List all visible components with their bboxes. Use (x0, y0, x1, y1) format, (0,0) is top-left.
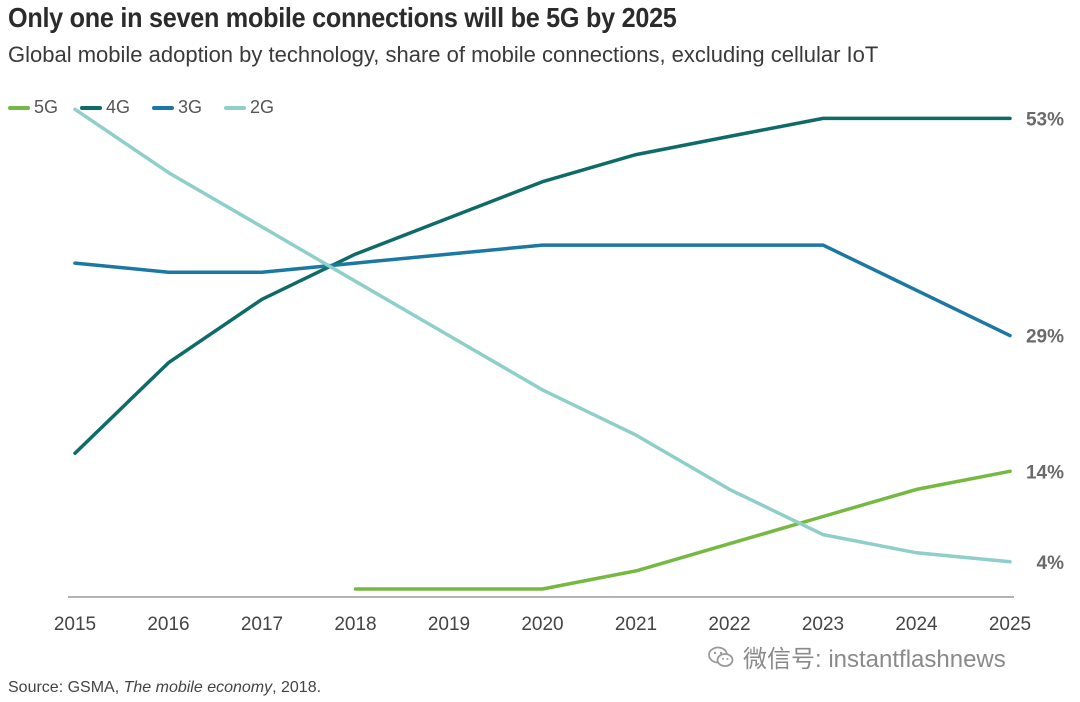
watermark: 微信号: instantflashnews (707, 639, 1006, 674)
legend-swatch-4g (80, 105, 103, 110)
legend-swatch-3g (152, 105, 175, 110)
x-tick-label-2024: 2024 (895, 614, 938, 635)
end-label-4g: 53% (1026, 109, 1064, 130)
legend-item-2g: 2G (224, 97, 274, 118)
x-tick-label-2023: 2023 (802, 614, 844, 635)
legend-item-5g: 5G (8, 97, 58, 118)
end-label-3g: 29% (1026, 327, 1064, 348)
source-suffix: , 2018. (272, 679, 322, 696)
series-line-5g (353, 469, 1012, 591)
series-line-3g (73, 243, 1012, 338)
chart-title: Only one in seven mobile connections wil… (8, 2, 677, 33)
legend-label-3g: 3G (178, 97, 203, 117)
x-tick-label-2018: 2018 (334, 614, 376, 635)
x-tick-label-2020: 2020 (521, 614, 563, 635)
x-tick-label-2015: 2015 (54, 614, 96, 635)
legend: 5G 4G 3G 2G (8, 97, 274, 118)
legend-item-4g: 4G (80, 97, 130, 118)
watermark-text: 微信号: instantflashnews (743, 646, 1006, 673)
x-tick-label-2016: 2016 (147, 614, 189, 635)
source-note: Source: GSMA, The mobile economy, 2018. (8, 679, 321, 697)
wechat-icon (708, 646, 734, 667)
legend-swatch-5g (8, 105, 30, 110)
x-tick-label-2017: 2017 (241, 614, 283, 635)
x-tick-label-2019: 2019 (428, 614, 470, 635)
x-tick-label-2021: 2021 (615, 614, 657, 635)
source-publication: The mobile economy (123, 679, 273, 696)
source-prefix: Source: GSMA, (8, 679, 124, 696)
chart-subtitle: Global mobile adoption by technology, sh… (8, 42, 879, 67)
x-tick-label-2025: 2025 (989, 614, 1031, 635)
end-label-2g: 4% (1037, 553, 1065, 574)
legend-label-2g: 2G (250, 97, 275, 117)
legend-item-3g: 3G (152, 97, 202, 118)
series-line-4g (73, 116, 1012, 455)
legend-label-5g: 5G (34, 97, 59, 117)
legend-swatch-2g (224, 105, 247, 110)
end-label-5g: 14% (1026, 462, 1064, 483)
series-line-2g (73, 107, 1012, 564)
x-tick-label-2022: 2022 (708, 614, 750, 635)
legend-label-4g: 4G (106, 97, 131, 117)
